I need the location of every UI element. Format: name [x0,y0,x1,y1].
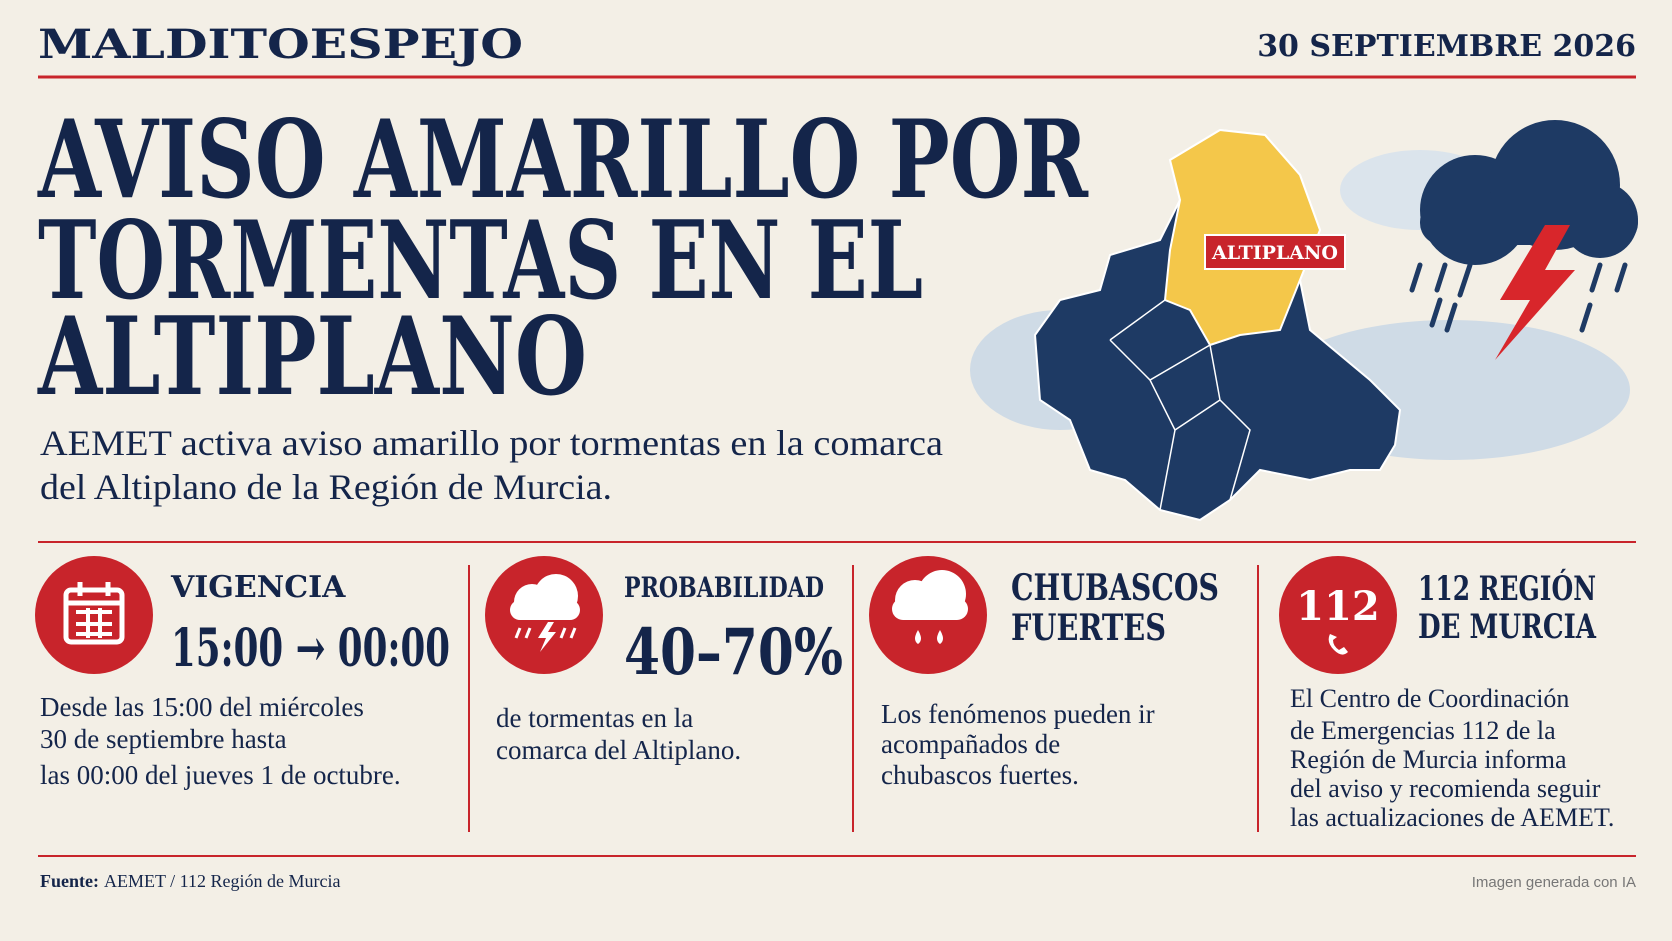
card-big: 40–70% [624,615,843,690]
card-title: CHUBASCOS [1011,567,1219,609]
icon-circle [1279,556,1397,674]
card-body: Los fenómenos pueden ir [881,699,1155,729]
card-title: 112 REGIÓN [1418,568,1596,609]
card-body: El Centro de Coordinación [1290,684,1569,713]
subtitle-line: AEMET activa aviso amarillo por tormenta… [40,423,943,463]
headline-line: ALTIPLANO [37,294,587,420]
ai-note: Imagen generada con IA [1472,874,1636,891]
emergency-icon: 112 [1279,556,1397,674]
source: AEMET / 112 Región de Murcia [104,871,340,891]
headline-line: AVISO AMARILLO POR [37,97,1089,223]
map-label-box [1204,234,1346,270]
source-label: Fuente: [40,871,99,891]
card-body: acompañados de [881,729,1060,759]
card-body: Desde las 15:00 del miércoles [40,692,364,722]
card-title: FUERTES [1011,607,1166,649]
footer-source: Fuente: AEMET / 112 Región de Murcia [40,871,340,891]
icon-text: 112 [1296,583,1380,630]
card-title: DE MURCIA [1418,607,1596,647]
cloud-part [510,600,580,620]
calendar [63,587,125,645]
card-body: 30 de septiembre hasta [40,724,287,754]
calendar [76,608,112,638]
cloud-part [892,598,968,620]
card-big: 15:00 → 00:00 [171,618,450,679]
card-body: comarca del Altiplano. [496,735,741,765]
storm-small-icon [485,556,603,674]
card-body: las actualizaciones de AEMET. [1290,803,1614,832]
card-body: Región de Murcia informa [1290,745,1567,774]
card-body: de Emergencias 112 de la [1290,716,1556,745]
bolt [538,622,556,652]
card-body: chubascos fuertes. [881,760,1079,790]
bolt [1495,225,1575,360]
brand: MALDITOESPEJO [38,21,523,68]
card-body: del aviso y recomienda seguir [1290,774,1601,803]
rain [514,627,577,639]
drops [915,630,943,644]
card-body: las 00:00 del jueves 1 de octubre. [40,760,401,790]
region-borders [1109,299,1251,511]
card-title: PROBABILIDAD [624,571,824,604]
headline-line: TORMENTAS EN EL [38,198,923,324]
calendar [77,582,111,596]
cloud-part [1420,200,1638,245]
map: ALTIPLANO [970,128,1630,522]
icon-circle [35,556,153,674]
phone [1328,634,1348,655]
shower-icon [869,556,987,674]
date: 30 SEPTIEMBRE 2026 [1257,29,1636,64]
card-title: VIGENCIA [170,570,346,605]
subtitle-line: del Altiplano de la Región de Murcia. [40,467,612,507]
rain [1409,262,1628,333]
storm-icon [1409,120,1638,360]
map-label: ALTIPLANO [1211,242,1338,264]
card-body: de tormentas en la [496,703,693,733]
calendar-icon [35,556,153,674]
